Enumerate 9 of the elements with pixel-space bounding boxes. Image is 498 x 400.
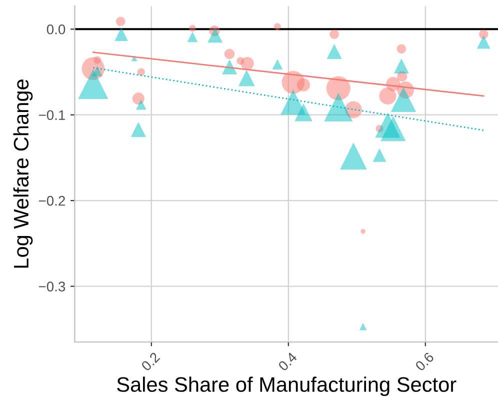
y-tick-label: 0.0	[46, 24, 66, 34]
y-tick-label: −0.1	[38, 110, 65, 120]
x-axis-title: Sales Share of Manufacturing Sector	[117, 376, 456, 396]
y-axis-title: Log Welfare Change	[13, 80, 33, 268]
x-tick-label: 0.6	[414, 352, 434, 372]
y-tick-label: −0.2	[38, 196, 65, 206]
x-tick-label: 0.4	[278, 352, 298, 372]
y-tick-label: −0.3	[38, 282, 66, 292]
x-tick-label: 0.2	[140, 352, 160, 372]
